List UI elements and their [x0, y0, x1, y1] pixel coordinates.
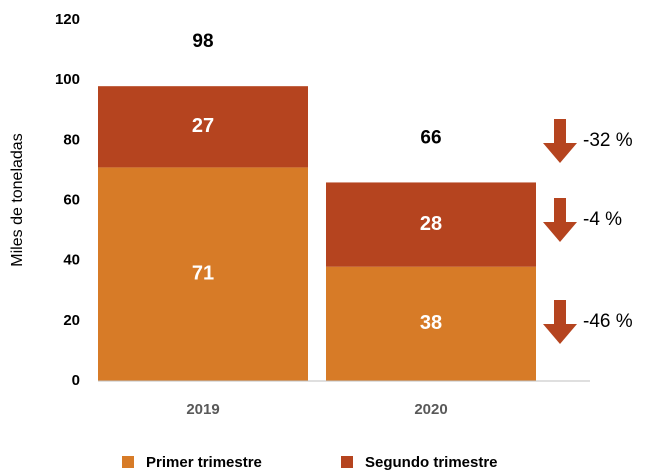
y-tick-label: 60	[63, 191, 80, 208]
y-tick-label: 20	[63, 312, 80, 329]
segment-label: 27	[192, 115, 214, 137]
annotation: -4 %	[583, 209, 622, 230]
bar-segment	[98, 86, 308, 168]
y-tick-label: 40	[63, 252, 80, 269]
arrow-icon	[543, 119, 577, 163]
annotation: -46 %	[583, 311, 633, 332]
arrow-icon	[543, 198, 577, 242]
bar-segment	[98, 167, 308, 381]
legend-swatch	[341, 456, 353, 468]
legend-swatch	[122, 456, 134, 468]
y-tick-label: 0	[72, 372, 80, 389]
y-axis-label: Miles de toneladas	[9, 133, 26, 266]
y-tick-label: 80	[63, 131, 80, 148]
total-label: 66	[420, 127, 441, 148]
y-tick-label: 100	[55, 71, 80, 88]
x-tick-label: 2019	[186, 401, 219, 418]
segment-label: 71	[192, 262, 214, 284]
legend-label: Segundo trimestre	[365, 454, 498, 471]
segment-label: 28	[420, 213, 442, 235]
total-label: 98	[192, 31, 213, 52]
arrow-icon	[543, 300, 577, 344]
x-tick-label: 2020	[414, 401, 447, 418]
bar-segment	[326, 182, 536, 267]
y-tick-label: 120	[55, 11, 80, 28]
bar-segment	[326, 266, 536, 381]
annotation: -32 %	[583, 130, 633, 151]
legend-label: Primer trimestre	[146, 454, 262, 471]
segment-label: 38	[420, 312, 442, 334]
